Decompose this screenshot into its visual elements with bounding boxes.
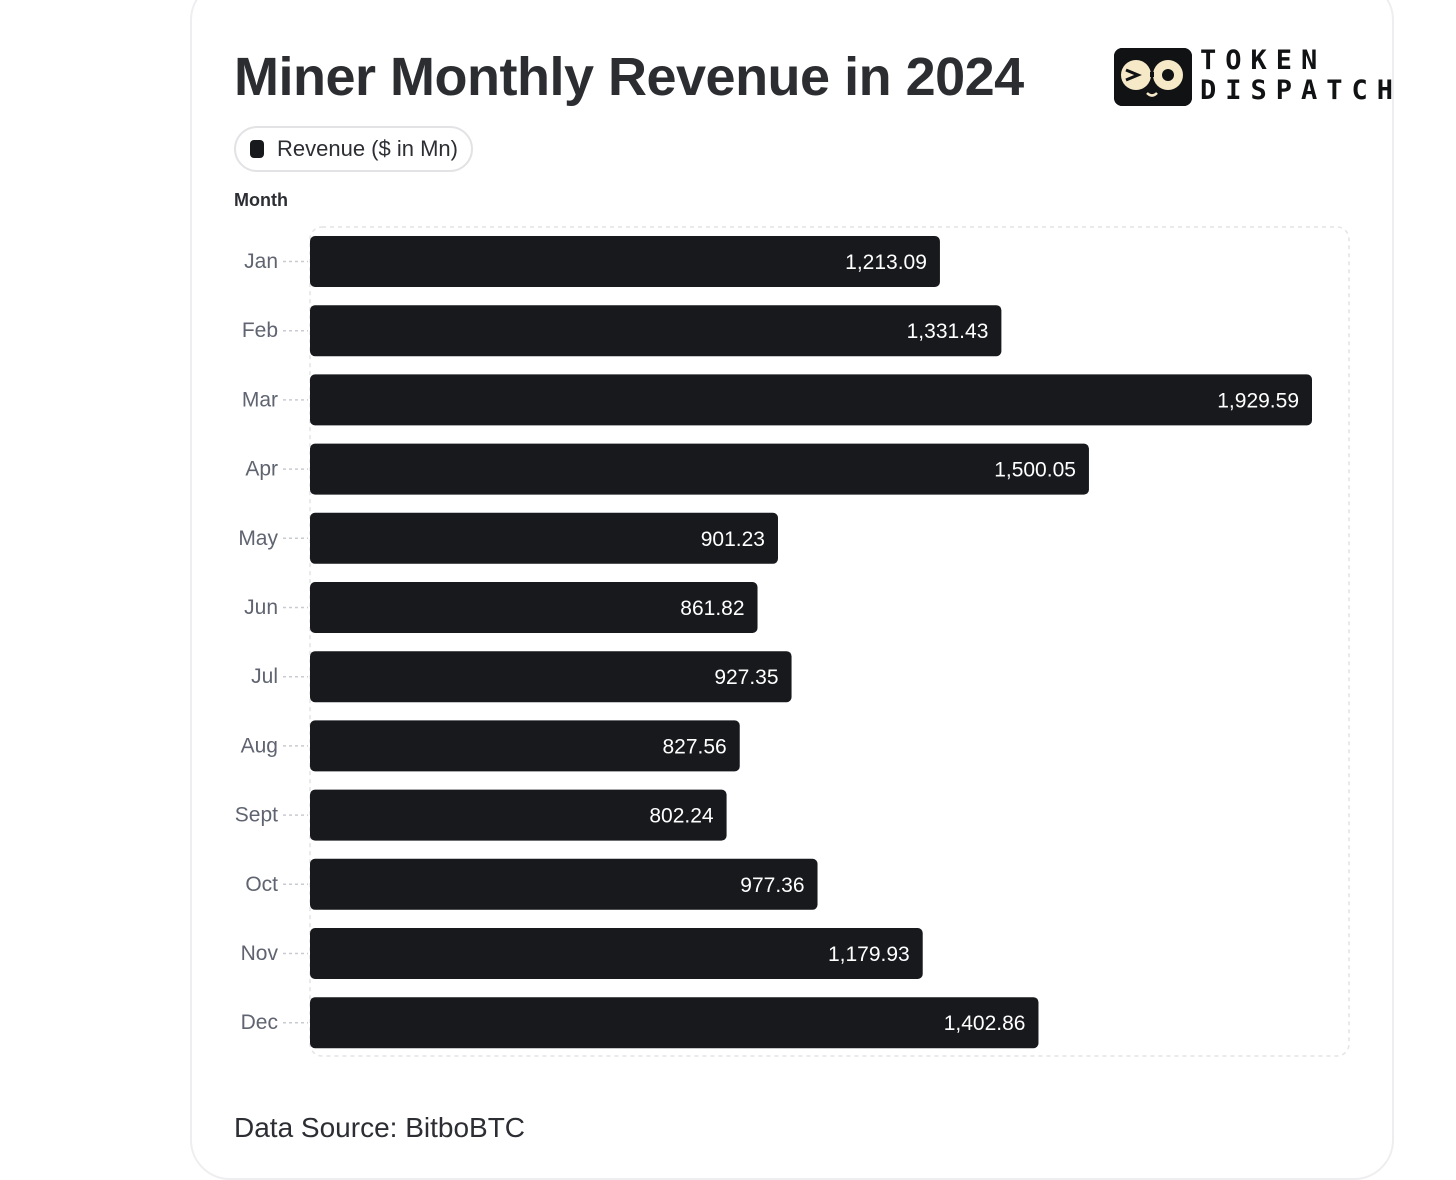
bar-aug bbox=[310, 720, 740, 772]
bar-jul bbox=[310, 651, 792, 703]
bar-nov bbox=[310, 928, 923, 979]
bar-value-label-feb: 1,331.43 bbox=[907, 320, 989, 343]
bar-may bbox=[310, 512, 778, 564]
bar-jun bbox=[310, 582, 758, 633]
chart-title: Miner Monthly Revenue in 2024 bbox=[234, 47, 1024, 107]
logo-glasses-icon bbox=[1114, 48, 1192, 106]
tick-label-aug: Aug bbox=[241, 734, 278, 757]
legend-swatch bbox=[250, 140, 264, 158]
legend[interactable]: Revenue ($ in Mn) bbox=[234, 126, 473, 172]
tick-label-oct: Oct bbox=[245, 873, 278, 896]
bar-value-label-may: 901.23 bbox=[701, 528, 765, 551]
bar-value-label-aug: 827.56 bbox=[663, 735, 727, 758]
legend-label: Revenue ($ in Mn) bbox=[277, 136, 458, 161]
bar-oct bbox=[310, 858, 818, 910]
logo-line-1: TOKEN bbox=[1200, 45, 1327, 76]
bar-value-label-mar: 1,929.59 bbox=[1217, 389, 1299, 412]
bar-dec bbox=[310, 997, 1039, 1049]
tick-label-may: May bbox=[238, 527, 278, 550]
logo-line-2: DISPATCH bbox=[1200, 75, 1403, 106]
y-axis-title: Month bbox=[234, 190, 288, 210]
bar-value-label-apr: 1,500.05 bbox=[994, 459, 1076, 482]
tick-label-jan: Jan bbox=[244, 250, 278, 273]
tick-label-sept: Sept bbox=[235, 804, 278, 827]
data-source: Data Source: BitboBTC bbox=[234, 1112, 526, 1143]
bar-jan bbox=[310, 236, 940, 287]
plot-frame bbox=[309, 226, 1350, 1057]
bar-value-label-jan: 1,213.09 bbox=[845, 251, 927, 274]
bar-value-label-oct: 977.36 bbox=[740, 874, 804, 897]
tick-label-jul: Jul bbox=[251, 665, 278, 688]
token-dispatch-logo: TOKEN DISPATCH bbox=[1114, 46, 1414, 110]
bar-sept bbox=[310, 789, 727, 841]
bar-value-label-dec: 1,402.86 bbox=[944, 1012, 1026, 1035]
bar-mar bbox=[310, 374, 1312, 426]
bar-value-label-nov: 1,179.93 bbox=[828, 943, 910, 966]
bar-apr bbox=[310, 443, 1089, 495]
logo-wordmark: TOKEN DISPATCH bbox=[1200, 46, 1402, 106]
tick-label-jun: Jun bbox=[244, 596, 278, 619]
bar-value-label-jul: 927.35 bbox=[714, 666, 778, 689]
tick-label-feb: Feb bbox=[242, 319, 278, 342]
tick-label-mar: Mar bbox=[242, 388, 278, 411]
tick-label-nov: Nov bbox=[241, 942, 279, 965]
bar-feb bbox=[310, 305, 1002, 357]
tick-label-dec: Dec bbox=[241, 1011, 278, 1034]
tick-label-apr: Apr bbox=[245, 458, 278, 481]
bar-value-label-jun: 861.82 bbox=[680, 597, 744, 620]
bar-value-label-sept: 802.24 bbox=[649, 805, 714, 828]
